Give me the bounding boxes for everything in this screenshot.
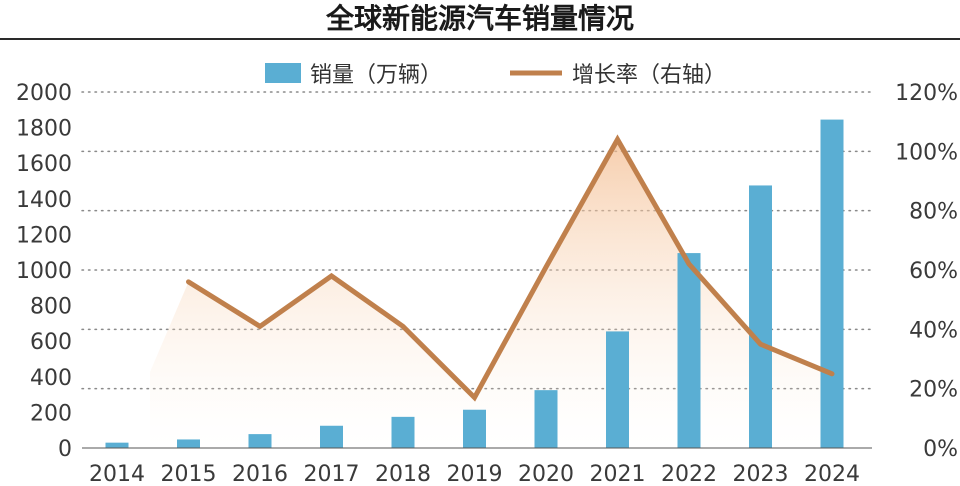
x-tick-label: 2015 — [161, 462, 217, 486]
growth-area — [150, 139, 832, 448]
legend-label-sales: 销量（万辆） — [310, 63, 442, 88]
legend: 销量（万辆） 增长率（右轴） — [265, 63, 726, 88]
bar-sales-2014 — [105, 442, 129, 448]
growth-line-path — [186, 134, 835, 402]
x-tick-label: 2020 — [518, 462, 574, 486]
growth-area-fill — [150, 139, 832, 448]
growth-point-2023 — [759, 342, 762, 346]
y-right-tick-label: 20% — [909, 378, 958, 403]
bar-sales-2015 — [177, 439, 200, 448]
x-tick-label: 2014 — [89, 462, 145, 486]
x-tick-label: 2017 — [304, 462, 360, 486]
growth-point-2016 — [258, 324, 262, 328]
title-rule — [0, 38, 960, 40]
chart-title: 全球新能源汽车销量情况 — [325, 2, 634, 35]
y-left-tick-label: 2000 — [16, 81, 72, 106]
y-left-tick-label: 1800 — [16, 117, 72, 142]
bar-sales-2023 — [749, 185, 772, 448]
bar-sales-2018 — [391, 416, 415, 448]
y-left-tick-label: 600 — [30, 330, 72, 355]
growth-line — [186, 134, 835, 402]
y-left-tick-label: 1400 — [16, 188, 72, 213]
bars — [105, 119, 844, 448]
axes: 0 200 400 600 800 1000 1200 1400 1600 1800 2000 0% 2… — [16, 81, 958, 486]
bar-sales-2021 — [606, 331, 629, 448]
growth-point-2019 — [473, 396, 476, 400]
bar-sales-2022 — [677, 253, 701, 448]
y-left-tick-label: 800 — [30, 295, 72, 320]
legend-label-growth: 增长率（右轴） — [572, 63, 726, 88]
x-tick-label: 2019 — [447, 462, 503, 486]
growth-point-2022 — [687, 262, 691, 266]
x-tick-label: 2023 — [733, 462, 789, 486]
y-right-tick-label: 80% — [909, 200, 958, 225]
bar-sales-2019 — [463, 409, 486, 448]
growth-point-2020 — [544, 265, 548, 269]
bar-sales-2024 — [820, 119, 844, 448]
growth-point-2015 — [187, 280, 190, 284]
legend-swatch-sales — [265, 63, 301, 83]
growth-point-2021 — [616, 137, 619, 141]
bar-sales-2016 — [248, 434, 272, 448]
x-tick-label: 2021 — [590, 462, 646, 486]
x-tick-label: 2024 — [804, 462, 860, 486]
bar-sales-2020 — [534, 390, 558, 448]
y-right-tick-label: 60% — [909, 259, 958, 284]
x-tick-label: 2022 — [661, 462, 717, 486]
x-tick-label: 2018 — [375, 462, 431, 486]
bar-sales-2017 — [320, 425, 343, 448]
y-left-tick-label: 1000 — [16, 259, 72, 284]
y-left-tick-label: 1200 — [16, 223, 72, 248]
y-left-tick-label: 200 — [30, 401, 72, 426]
y-right-tick-label: 120% — [895, 81, 958, 106]
y-left-tick-label: 400 — [30, 366, 72, 391]
growth-point-2018 — [401, 324, 405, 328]
y-left-tick-label: 1600 — [16, 152, 72, 177]
growth-point-2017 — [330, 274, 333, 278]
growth-point-2024 — [830, 372, 834, 376]
y-left-tick-label: 0 — [58, 437, 72, 462]
y-right-tick-label: 0% — [923, 437, 958, 462]
y-right-tick-label: 100% — [895, 140, 958, 165]
y-right-tick-label: 40% — [909, 318, 958, 343]
x-tick-label: 2016 — [232, 462, 288, 486]
